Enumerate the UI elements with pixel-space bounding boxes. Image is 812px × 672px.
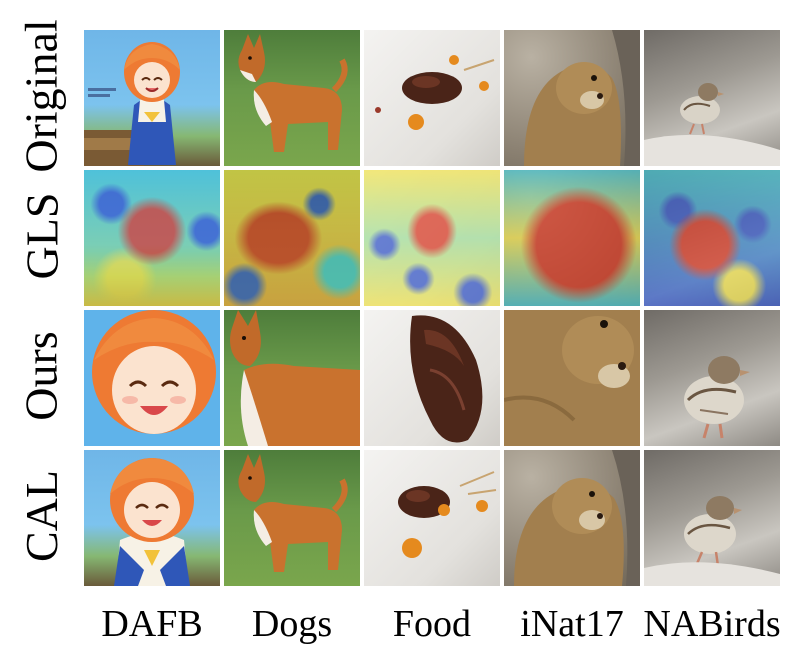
food-closeup-image bbox=[364, 310, 500, 446]
cell-gls-dafb bbox=[84, 170, 220, 306]
cell-ours-nabirds bbox=[644, 310, 780, 446]
bird-closeup-image bbox=[644, 310, 780, 446]
cell-cal-food bbox=[364, 450, 500, 586]
cell-original-inat17 bbox=[504, 30, 640, 166]
heatmap-overlay bbox=[364, 170, 500, 306]
row-label-cal: CAL bbox=[2, 446, 82, 586]
anime-girl-image bbox=[84, 450, 220, 586]
col-label-dafb: DAFB bbox=[82, 596, 222, 652]
cell-cal-inat17 bbox=[504, 450, 640, 586]
cell-ours-dafb bbox=[84, 310, 220, 446]
cell-ours-inat17 bbox=[504, 310, 640, 446]
anime-girl-face-image bbox=[84, 310, 220, 446]
heatmap-overlay bbox=[644, 170, 780, 306]
cell-gls-inat17 bbox=[504, 170, 640, 306]
marmot-image bbox=[504, 450, 640, 586]
row-label-ours: Ours bbox=[2, 306, 82, 446]
row-label-text: GLS bbox=[19, 193, 65, 280]
cell-original-food bbox=[364, 30, 500, 166]
cell-original-dogs bbox=[224, 30, 360, 166]
heatmap-overlay bbox=[504, 170, 640, 306]
row-label-text: CAL bbox=[19, 470, 65, 562]
bird-image bbox=[644, 450, 780, 586]
dog-image bbox=[224, 30, 360, 166]
cell-cal-dafb bbox=[84, 450, 220, 586]
cell-ours-food bbox=[364, 310, 500, 446]
row-label-gls: GLS bbox=[2, 166, 82, 306]
heatmap-overlay bbox=[84, 170, 220, 306]
food-image bbox=[364, 450, 500, 586]
food-image bbox=[364, 30, 500, 166]
row-label-text: Original bbox=[19, 19, 65, 172]
bird-image bbox=[644, 30, 780, 166]
cell-ours-dogs bbox=[224, 310, 360, 446]
cell-cal-nabirds bbox=[644, 450, 780, 586]
marmot-closeup-image bbox=[504, 310, 640, 446]
col-label-food: Food bbox=[362, 596, 502, 652]
col-label-dogs: Dogs bbox=[222, 596, 362, 652]
col-label-nabirds: NABirds bbox=[642, 596, 782, 652]
cell-gls-nabirds bbox=[644, 170, 780, 306]
cell-gls-food bbox=[364, 170, 500, 306]
cell-cal-dogs bbox=[224, 450, 360, 586]
dog-closeup-image bbox=[224, 310, 360, 446]
cell-original-dafb bbox=[84, 30, 220, 166]
anime-girl-image bbox=[84, 30, 220, 166]
marmot-image bbox=[504, 30, 640, 166]
cell-gls-dogs bbox=[224, 170, 360, 306]
cell-original-nabirds bbox=[644, 30, 780, 166]
dog-image bbox=[224, 450, 360, 586]
row-label-text: Ours bbox=[19, 331, 65, 420]
heatmap-overlay bbox=[224, 170, 360, 306]
col-label-inat17: iNat17 bbox=[502, 596, 642, 652]
row-label-original: Original bbox=[2, 26, 82, 166]
